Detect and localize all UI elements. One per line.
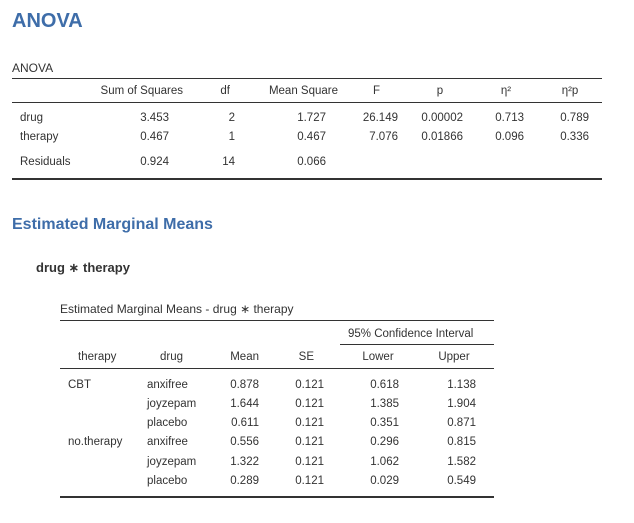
- emm-mean: 0.556: [230, 436, 259, 448]
- emm-drug: placebo: [147, 417, 188, 429]
- anova-f: 26.149: [362, 112, 398, 124]
- anova-ss: 0.924: [140, 156, 169, 168]
- anova-bottom-rule: [12, 178, 602, 180]
- emm-mean: 0.611: [231, 417, 259, 429]
- emm-se: 0.121: [295, 475, 324, 487]
- emm-mean: 0.878: [230, 379, 259, 391]
- anova-df: 14: [222, 156, 235, 168]
- emm-header-drug: drug: [160, 351, 184, 363]
- anova-term: drug: [20, 112, 44, 124]
- anova-eta2: 0.096: [495, 131, 524, 143]
- emm-therapy: CBT: [68, 379, 91, 391]
- emm-mean: 1.644: [230, 398, 259, 410]
- emm-ci-rule: [340, 344, 494, 345]
- emm-header-therapy: therapy: [78, 351, 117, 363]
- emm-se: 0.121: [295, 417, 324, 429]
- emm-drug: anxifree: [147, 436, 188, 448]
- anova-df: 2: [228, 112, 235, 124]
- anova-p: 0.00002: [421, 112, 463, 124]
- emm-se: 0.121: [295, 436, 324, 448]
- anova-ss: 3.453: [140, 112, 169, 124]
- emm-mean: 1.322: [230, 456, 259, 468]
- emm-drug: joyzepam: [147, 398, 197, 410]
- emm-bottom-rule: [60, 496, 494, 498]
- anova-eta2p: 0.789: [560, 112, 589, 124]
- emm-header-se: SE: [298, 351, 314, 363]
- emm-lower: 0.029: [370, 475, 399, 487]
- anova-header-rule: [12, 102, 602, 103]
- emm-drug: joyzepam: [147, 456, 197, 468]
- emm-lower: 0.296: [370, 436, 399, 448]
- anova-top-rule: [12, 78, 602, 79]
- emm-table-caption: Estimated Marginal Means - drug ∗ therap…: [60, 302, 294, 316]
- anova-header-df: df: [220, 85, 230, 97]
- anova-eta2p: 0.336: [560, 131, 589, 143]
- emm-upper: 1.138: [447, 379, 476, 391]
- emm-se: 0.121: [295, 379, 324, 391]
- anova-f: 7.076: [369, 131, 398, 143]
- anova-table-caption: ANOVA: [12, 61, 54, 75]
- emm-upper: 0.549: [447, 475, 476, 487]
- emm-header-upper: Upper: [438, 351, 470, 363]
- emm-lower: 1.062: [370, 456, 399, 468]
- anova-eta2: 0.713: [495, 112, 524, 124]
- emm-se: 0.121: [295, 398, 324, 410]
- emm-lower: 1.385: [370, 398, 399, 410]
- emm-upper: 1.582: [447, 456, 476, 468]
- anova-header-p: p: [436, 85, 444, 97]
- emm-lower: 0.351: [370, 417, 399, 429]
- emm-header-rule: [60, 368, 494, 369]
- anova-header-eta2: η²: [500, 85, 512, 97]
- emm-se: 0.121: [295, 456, 324, 468]
- emm-header-lower: Lower: [362, 351, 394, 363]
- emm-drug: anxifree: [147, 379, 188, 391]
- anova-header-ss: Sum of Squares: [100, 85, 183, 97]
- emm-upper: 0.871: [447, 417, 476, 429]
- anova-p: 0.01866: [421, 131, 463, 143]
- anova-ms: 0.066: [297, 156, 326, 168]
- emm-heading: Estimated Marginal Means: [12, 216, 213, 233]
- anova-header-f: F: [372, 85, 380, 97]
- emm-upper: 0.815: [447, 436, 476, 448]
- emm-top-rule: [60, 320, 494, 321]
- emm-header-mean: Mean: [230, 351, 259, 363]
- anova-header-ms: Mean Square: [268, 85, 338, 97]
- emm-mean: 0.289: [230, 475, 259, 487]
- anova-ss: 0.467: [140, 131, 169, 143]
- emm-drug: placebo: [147, 475, 188, 487]
- anova-term: Residuals: [20, 156, 71, 168]
- anova-term: therapy: [20, 131, 59, 143]
- emm-therapy: no.therapy: [68, 436, 123, 448]
- emm-subheading: drug ∗ therapy: [36, 260, 130, 275]
- anova-header-eta2p: η²p: [561, 85, 579, 97]
- anova-heading: ANOVA: [12, 10, 83, 32]
- anova-ms: 0.467: [297, 131, 326, 143]
- anova-ms: 1.727: [297, 112, 326, 124]
- emm-lower: 0.618: [370, 379, 399, 391]
- emm-ci-header: 95% Confidence Interval: [348, 328, 474, 340]
- emm-upper: 1.904: [447, 398, 476, 410]
- anova-df: 1: [228, 131, 235, 143]
